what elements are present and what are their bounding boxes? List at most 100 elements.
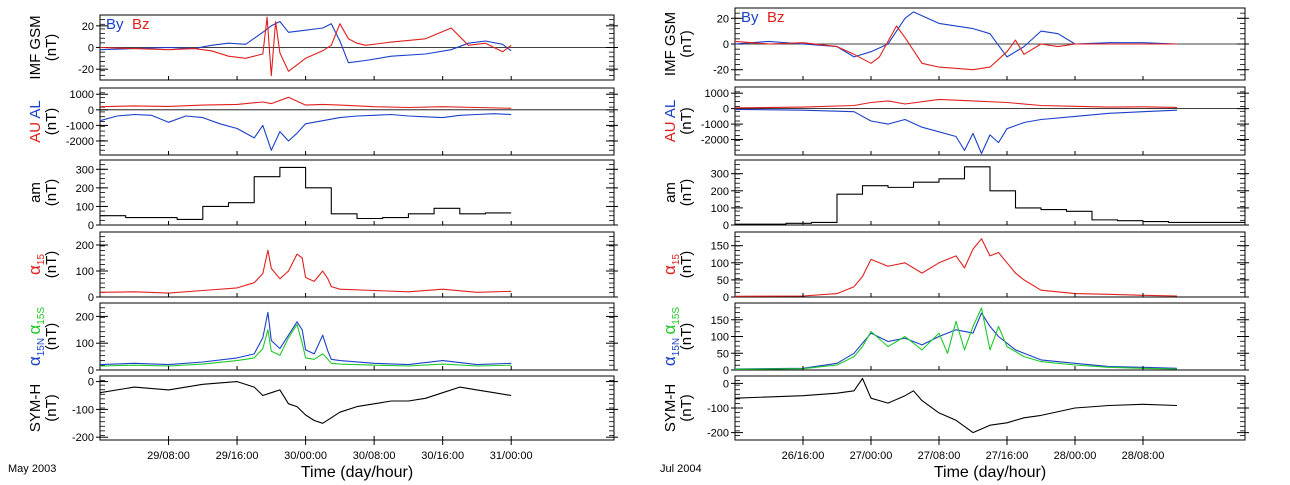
panel-frame	[99, 375, 615, 441]
y-tick-label: 50	[717, 275, 729, 287]
y-axis-unit: (nT)	[678, 251, 695, 279]
series-by	[734, 11, 1178, 58]
y-tick-label: 100	[711, 332, 729, 344]
label-subscript: 15S	[671, 307, 682, 325]
panel-frame	[734, 86, 1246, 156]
y-tick-label: 150	[711, 241, 729, 253]
y-tick-label: 50	[717, 348, 729, 360]
series--15s	[734, 307, 1178, 370]
y-tick-label: -20	[713, 65, 729, 77]
label-part: am	[27, 182, 44, 203]
y-tick-label: 200	[711, 186, 729, 198]
series-au	[99, 96, 512, 109]
x-tick-label: 29/16:00	[216, 450, 259, 462]
y-tick-label: -1000	[701, 119, 729, 131]
y-tick-label: 0	[88, 365, 94, 377]
y-tick-label: 200	[76, 240, 94, 252]
y-tick-label: 100	[711, 258, 729, 270]
label-part: α	[660, 356, 679, 366]
y-axis-label: α15N α15S	[25, 307, 47, 366]
label-part: AL	[662, 100, 679, 118]
y-tick-label: 200	[76, 183, 94, 195]
y-axis-label: AU AL	[662, 100, 679, 143]
y-axis-label: IMF GSM	[662, 12, 679, 76]
label-part: SYM-H	[27, 384, 44, 432]
label-part: (nT)	[678, 107, 695, 135]
panel-symh: 0 -100 -200 SYM-H (nT)	[27, 375, 618, 444]
y-tick-label: 100	[711, 203, 729, 215]
series-au	[734, 98, 1178, 109]
series--15	[734, 238, 1178, 297]
panel-frame	[734, 302, 1246, 371]
date-label: Jul 2004	[660, 463, 702, 475]
y-tick-label: 100	[76, 266, 94, 278]
panel-frame	[99, 87, 615, 156]
y-axis-label: SYM-H	[27, 384, 44, 432]
y-tick-label: 0	[723, 292, 729, 304]
y-axis-label: AU AL	[27, 100, 44, 143]
y-axis-label: α15	[660, 254, 682, 275]
legend-entry: Bz	[132, 16, 150, 33]
x-tick-label: 27/16:00	[986, 450, 1029, 462]
y-tick-label: -1000	[66, 120, 94, 132]
label-part: am	[662, 182, 679, 203]
series--15n	[734, 312, 1178, 370]
panel-a15: 150 100 50 0 α15(nT)	[660, 231, 1249, 304]
label-part: α	[660, 265, 679, 275]
x-tick-label: 29/08:00	[147, 450, 190, 462]
label-part: (nT)	[43, 179, 60, 207]
y-tick-label: 0	[723, 220, 729, 232]
series-bz	[99, 16, 512, 77]
label-part: α	[25, 356, 44, 366]
y-axis-unit: (nT)	[678, 30, 695, 58]
label-part: (nT)	[43, 108, 60, 136]
label-part: α	[25, 325, 44, 335]
series-al	[99, 113, 512, 151]
panel-frame	[734, 375, 1246, 441]
legend-entry: Bz	[767, 9, 785, 26]
y-tick-label: 0	[88, 292, 94, 304]
date-label: May 2003	[8, 463, 56, 475]
label-part: (nT)	[678, 323, 695, 351]
series--15n	[99, 311, 512, 366]
legend-entry: By	[106, 16, 124, 33]
y-tick-label: 0	[723, 378, 729, 390]
series-sym-h	[99, 381, 512, 424]
y-tick-label: -100	[707, 403, 729, 415]
x-tick-label: 31/00:00	[490, 450, 533, 462]
x-tick-label: 27/00:00	[850, 450, 893, 462]
label-part: (nT)	[678, 394, 695, 422]
label-subscript: 15S	[36, 307, 47, 325]
y-tick-label: -100	[72, 404, 94, 416]
label-part: (nT)	[43, 394, 60, 422]
x-tick-label: 28/08:00	[1122, 450, 1165, 462]
y-tick-label: 20	[717, 13, 729, 25]
y-axis-unit: (nT)	[678, 394, 695, 422]
series-bz	[734, 25, 1177, 71]
label-part: α	[660, 325, 679, 335]
y-axis-unit: (nT)	[43, 108, 60, 136]
series-sym-h	[734, 377, 1178, 434]
x-axis-title: Time (day/hour)	[934, 464, 1046, 481]
y-axis-unit: (nT)	[43, 179, 60, 207]
x-tick-label: 28/00:00	[1054, 450, 1097, 462]
y-tick-label: -200	[72, 432, 94, 444]
series-am	[100, 166, 512, 220]
y-axis-unit: (nT)	[43, 34, 60, 62]
panel-frame	[734, 231, 1246, 298]
y-axis-unit: (nT)	[43, 323, 60, 351]
label-part: AL	[27, 100, 44, 118]
label-part: (nT)	[678, 179, 695, 207]
legend-entry: By	[741, 9, 759, 26]
y-axis-unit: (nT)	[43, 394, 60, 422]
y-axis-unit: (nT)	[678, 323, 695, 351]
y-tick-label: 0	[88, 377, 94, 389]
x-tick-label: 30/08:00	[353, 450, 396, 462]
y-tick-label: 0	[88, 43, 94, 55]
label-part: (nT)	[43, 251, 60, 279]
panel-am: 300 200 100 0 am (nT)	[27, 159, 618, 232]
series--15	[99, 249, 512, 294]
x-tick-label: 30/16:00	[421, 450, 464, 462]
